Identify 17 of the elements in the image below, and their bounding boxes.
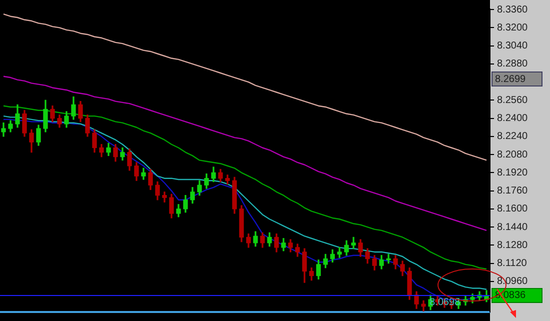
y-tick-label: 8.2400 — [497, 113, 528, 124]
y-tick-label: 8.1440 — [497, 222, 528, 233]
text: 8.2699 — [495, 74, 526, 85]
y-tick-label: 8.1280 — [497, 240, 528, 251]
y-tick-label: 8.2240 — [497, 131, 528, 142]
y-tick-label: 8.2880 — [497, 58, 528, 70]
y-tick-label: 8.2560 — [497, 94, 528, 106]
candlestick — [386, 254, 391, 264]
y-tick-label: 8.1120 — [497, 258, 528, 270]
y-tick-label: 8.3200 — [497, 22, 528, 34]
y-tick-label: 8.2080 — [497, 149, 528, 160]
y-tick-label: 8.1920 — [497, 167, 528, 178]
y-tick-label: 8.3040 — [497, 40, 528, 52]
y-tick-label: 8.1600 — [497, 204, 528, 215]
candlestick — [351, 236, 356, 249]
y-tick-label: 8.3360 — [497, 4, 528, 16]
y-tick-label: 8.1760 — [497, 186, 528, 197]
